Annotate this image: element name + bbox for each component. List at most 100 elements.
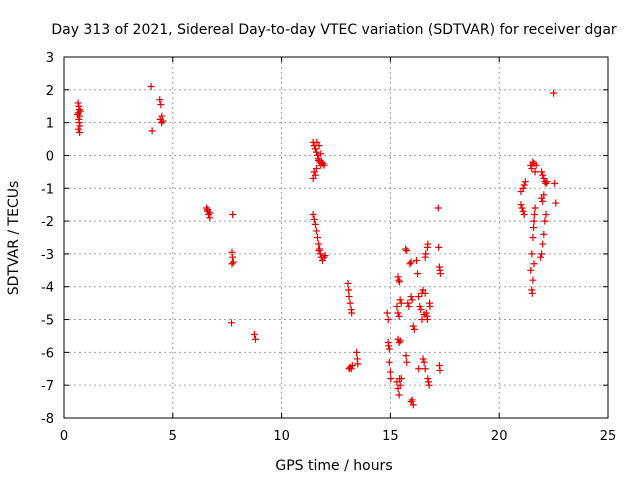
data-point [396, 278, 404, 286]
data-point [435, 263, 443, 271]
data-point [75, 119, 83, 127]
data-point [387, 375, 395, 383]
data-point [415, 293, 423, 301]
grid [64, 57, 608, 418]
y-tick-label: -6 [41, 346, 54, 361]
data-point [528, 289, 536, 297]
data-point [530, 217, 538, 225]
data-point [552, 199, 560, 207]
y-tick-label: 2 [46, 84, 54, 99]
data-point [309, 211, 317, 219]
data-point [311, 171, 319, 179]
y-tick-label: -2 [41, 215, 54, 230]
data-point [403, 358, 411, 366]
data-point [402, 352, 410, 360]
data-point [409, 401, 417, 409]
data-point [395, 276, 403, 284]
data-point [541, 217, 549, 225]
data-point [316, 250, 324, 258]
data-point [542, 179, 550, 187]
data-point [385, 345, 393, 353]
data-point [538, 168, 546, 176]
data-point [424, 240, 432, 248]
data-point [422, 250, 430, 258]
data-point [395, 339, 403, 347]
data-points [73, 83, 560, 409]
data-point [158, 112, 166, 120]
data-point [205, 211, 213, 219]
data-point [404, 299, 412, 307]
data-point [435, 361, 443, 369]
y-tick-label: 0 [46, 149, 54, 164]
data-point [540, 174, 548, 182]
data-point [315, 142, 323, 150]
data-point [159, 117, 167, 125]
y-tick-label: -4 [41, 281, 54, 296]
data-point [75, 106, 83, 114]
data-point [383, 309, 391, 317]
data-point [540, 191, 548, 199]
data-point [316, 245, 324, 253]
data-point [396, 381, 404, 389]
data-point [530, 260, 538, 268]
data-point [426, 302, 434, 310]
data-point [321, 252, 329, 260]
data-point [528, 250, 536, 258]
data-point [396, 337, 404, 345]
data-point [406, 260, 414, 268]
data-point [76, 128, 84, 136]
data-point [539, 197, 547, 205]
data-point [397, 375, 405, 383]
data-point [384, 316, 392, 324]
y-tick-label: 1 [46, 117, 54, 132]
data-point [228, 248, 236, 256]
y-tick-label: -1 [41, 182, 54, 197]
data-point [408, 296, 416, 304]
y-axis-label: SDTVAR / TECUs [6, 181, 22, 296]
y-tick-label: 3 [46, 51, 54, 66]
data-point [394, 309, 402, 317]
data-point [528, 165, 536, 173]
data-point [74, 125, 82, 133]
x-tick-label: 15 [382, 429, 399, 444]
data-point [405, 302, 413, 310]
data-point [319, 256, 327, 264]
data-point [421, 289, 429, 297]
data-point [315, 247, 323, 255]
data-point [530, 211, 538, 219]
data-point [420, 358, 428, 366]
data-point [353, 348, 361, 356]
data-point [312, 148, 320, 156]
data-point [228, 260, 236, 268]
data-point [529, 276, 537, 284]
x-tick-label: 20 [491, 429, 508, 444]
data-point [315, 240, 323, 248]
data-point [520, 181, 528, 189]
plot-frame [63, 56, 609, 419]
data-point [418, 316, 426, 324]
data-point [229, 258, 237, 266]
data-point [419, 355, 427, 363]
data-point [517, 201, 525, 209]
x-tick-label: 10 [273, 429, 290, 444]
x-axis-label: GPS time / hours [275, 458, 392, 474]
data-point [312, 227, 320, 235]
data-point [76, 122, 84, 130]
data-point [436, 270, 444, 278]
data-point [421, 365, 429, 373]
data-point [206, 209, 214, 217]
data-point [417, 306, 425, 314]
x-tick-label: 25 [600, 429, 617, 444]
data-point [532, 161, 540, 169]
data-point [320, 253, 328, 261]
data-point [312, 165, 320, 173]
data-point [157, 101, 165, 109]
data-point [156, 96, 164, 104]
data-point [520, 211, 528, 219]
data-point [539, 171, 547, 179]
data-point [73, 110, 81, 118]
chart-title: Day 313 of 2021, Sidereal Day-to-day VTE… [51, 22, 617, 38]
data-point [550, 89, 558, 97]
